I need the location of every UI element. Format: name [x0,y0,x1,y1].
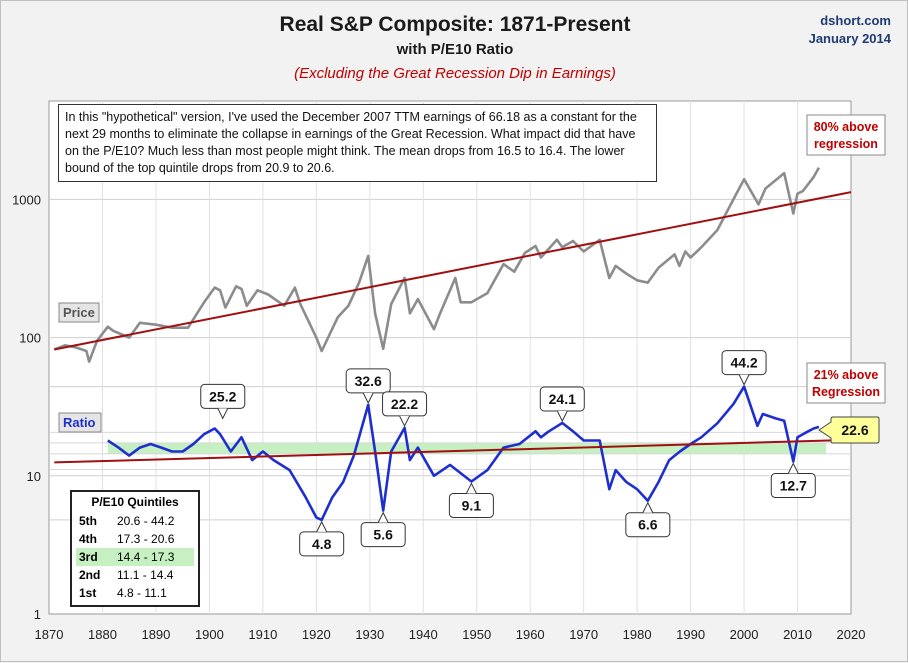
quintile-row: 1st 4.8 - 11.1 [76,584,194,602]
x-tick-label: 1960 [516,627,545,642]
quintile-range: 17.3 - 20.6 [117,532,175,546]
y-tick-label: 1 [34,607,41,622]
callout-value: 24.1 [549,391,576,407]
quintile-row: 4th 17.3 - 20.6 [76,530,194,548]
quintile-name: 4th [79,532,97,546]
y-tick-label: 1000 [12,192,41,207]
ratio-above-line1: 21% above [814,368,879,382]
source-site: dshort.com [820,13,891,28]
x-tick-label: 1900 [195,627,224,642]
callout-value: 32.6 [355,373,382,389]
callout-value: 12.7 [780,477,807,493]
callout-pointer [556,410,568,423]
x-tick-label: 1950 [462,627,491,642]
source-block: dshort.com January 2014 [809,12,891,48]
quintiles-table: P/E10 Quintiles 5th 20.6 - 44.2 4th 17.3 -… [70,490,200,607]
callout-44-2: 44.2 [721,350,767,386]
axis-labels: 1870 1880 1890 1900 1910 1920 1930 1940 1950 1960… [12,192,865,642]
x-tick-label: 2020 [837,627,866,642]
callout-value: 4.8 [312,536,332,552]
quintiles-heading: P/E10 Quintiles [91,495,179,509]
callout-12-7: 12.7 [770,462,816,498]
quintile-range: 14.4 - 17.3 [117,550,175,564]
callout-pointer [362,392,374,404]
callout-6-6: 6.6 [625,501,671,538]
quintile-range: 20.6 - 44.2 [117,514,175,528]
quintile-row: 5th 20.6 - 44.2 [76,512,194,530]
source-date: January 2014 [808,31,891,46]
quintile-name: 5th [79,514,97,528]
chart-title: Real S&P Composite: 1871-Present [279,13,631,36]
ratio-above-regression-box: 21% above Regression [806,362,886,404]
x-tick-label: 1940 [409,627,438,642]
quintile-row: 2nd 11.1 - 14.4 [76,566,194,584]
x-tick-label: 1990 [676,627,705,642]
callout-pointer [399,415,411,428]
x-tick-label: 2000 [730,627,759,642]
chart-subtitle: with P/E10 Ratio [396,41,514,58]
callout-pointer [738,374,750,386]
chart-subtitle-note: (Excluding the Great Recession Dip in Ea… [294,65,616,82]
price-label-box: Price [58,302,100,323]
series-group [53,166,852,522]
x-tick-label: 1980 [623,627,652,642]
quintile-band-rect [107,442,826,454]
callout-24-1: 24.1 [539,386,585,423]
x-tick-label: 1920 [302,627,331,642]
callout-pointer [316,520,328,533]
callout-22-2: 22.2 [382,391,428,428]
callout-value: 25.2 [209,388,236,404]
callouts: 25.2 4.8 32.6 5.6 22.2 9.1 24.1 6.6 44.2 12.7 [200,350,816,557]
price-above-regression-box: 80% above regression [806,114,886,156]
x-tick-label: 1880 [88,627,117,642]
price-above-line2: regression [814,137,878,151]
callout-value: 44.2 [730,355,757,371]
callout-25-2: 25.2 [200,383,246,420]
price-above-line1: 80% above [814,120,879,134]
quintile-name: 1st [79,586,97,600]
callout-value: 6.6 [638,517,658,533]
ratio-label: Ratio [63,415,96,430]
callout-pointer [465,482,477,494]
y-tick-label: 10 [27,469,41,484]
x-tick-label: 1970 [569,627,598,642]
price-line [53,166,821,363]
callout-4-8: 4.8 [299,520,345,557]
ratio-above-line2: Regression [812,385,880,399]
quintile-range: 4.8 - 11.1 [117,586,167,600]
callout-pointer [377,511,389,523]
callout-value: 9.1 [462,497,482,513]
x-tick-label: 2010 [783,627,812,642]
current-ratio-value: 22.6 [841,422,868,438]
callout-5-6: 5.6 [360,511,406,548]
callout-32-6: 32.6 [345,368,391,404]
callout-pointer [217,408,229,420]
quintile-range: 11.1 - 14.4 [117,568,174,582]
ratio-line [107,385,820,522]
gridlines [49,101,851,614]
quintile-row-highlighted: 3rd 14.4 - 17.3 [76,548,194,566]
callout-value: 5.6 [373,527,393,543]
x-tick-label: 1910 [248,627,277,642]
y-tick-label: 100 [19,331,41,346]
x-tick-label: 1890 [141,627,170,642]
quintile-name: 2nd [79,568,101,582]
price-regression-line [54,191,852,351]
current-ratio-callout: 22.6 [818,416,880,444]
ratio-regression-line [54,438,852,464]
callout-pointer [787,462,799,474]
explanatory-note: In this "hypothetical" version, I've use… [58,104,657,182]
price-label: Price [63,305,95,320]
callout-pointer [642,501,654,513]
callout-value: 22.2 [391,396,418,412]
ratio-label-box: Ratio [58,412,102,433]
x-tick-label: 1870 [35,627,64,642]
callout-9-1: 9.1 [448,482,494,518]
x-tick-label: 1930 [355,627,384,642]
quintile-name: 3rd [79,550,98,564]
